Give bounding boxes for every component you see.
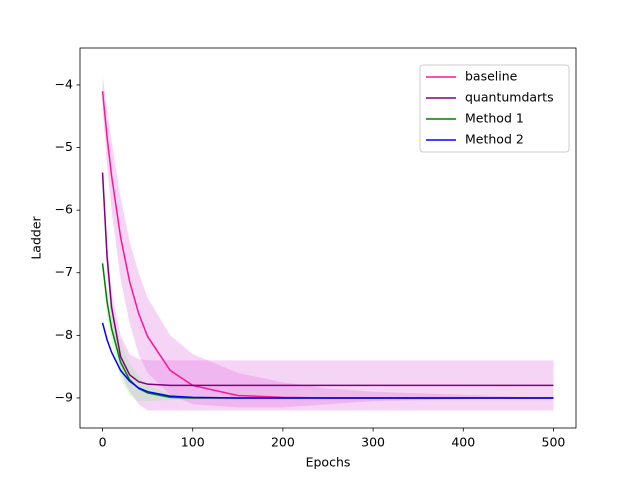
y-tick-label: −5 bbox=[55, 139, 73, 154]
y-axis-label: Ladder bbox=[29, 215, 44, 259]
confidence-band bbox=[102, 160, 554, 411]
y-tick-label: −4 bbox=[55, 76, 73, 91]
confidence-band bbox=[102, 260, 554, 402]
legend-label: quantumdarts bbox=[465, 90, 554, 105]
y-tick-label: −9 bbox=[55, 389, 73, 404]
x-tick-label: 100 bbox=[181, 435, 205, 450]
y-tick-label: −7 bbox=[55, 264, 73, 279]
x-tick-label: 400 bbox=[451, 435, 475, 450]
legend-label: baseline bbox=[465, 69, 518, 84]
y-tick-label: −6 bbox=[55, 202, 73, 217]
x-tick-label: 300 bbox=[361, 435, 385, 450]
x-tick-label: 200 bbox=[271, 435, 295, 450]
plot-frame bbox=[79, 47, 577, 429]
legend-box bbox=[419, 64, 570, 153]
series-line bbox=[101, 172, 554, 387]
x-tick-label: 0 bbox=[99, 435, 107, 450]
series-line bbox=[101, 322, 554, 399]
y-tick-label: −8 bbox=[55, 327, 73, 342]
legend-label: Method 2 bbox=[465, 132, 524, 147]
x-tick-label: 500 bbox=[542, 435, 566, 450]
legend-label: Method 1 bbox=[465, 111, 524, 126]
x-axis-label: Epochs bbox=[306, 455, 351, 470]
